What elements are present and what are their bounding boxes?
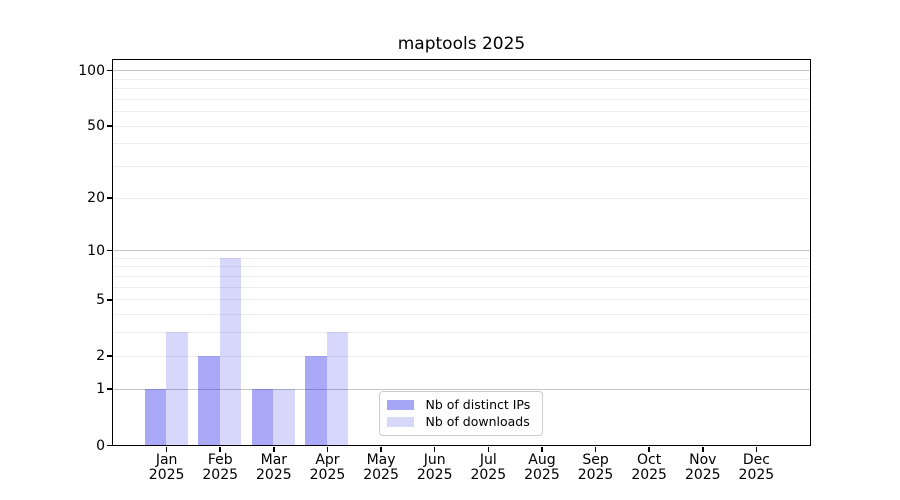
x-tick-mark-may — [380, 447, 382, 452]
bar-downloads-mar — [273, 388, 295, 445]
x-tick-label-jun: Jun 2025 — [416, 451, 453, 483]
x-tick-label-dec: Dec 2025 — [738, 451, 775, 483]
gridline-minor-20 — [112, 197, 810, 199]
x-tick-label-apr: Apr 2025 — [309, 451, 346, 483]
y-tick-mark-50 — [106, 125, 113, 127]
x-tick-label-nov: Nov 2025 — [684, 451, 721, 483]
legend-item-nb-of-distinct-ips: Nb of distinct IPs — [380, 397, 542, 414]
bar-distinct-ips-jan — [144, 388, 167, 445]
x-tick-mark-jan — [165, 447, 168, 452]
x-tick-mark-feb — [219, 447, 221, 452]
gridline-minor-2 — [112, 355, 810, 357]
y-tick-label-2: 2 — [96, 348, 105, 365]
legend-label-nb-of-distinct-ips: Nb of distinct IPs — [425, 397, 531, 412]
gridline-minor-40 — [112, 143, 810, 145]
plot-area: Nb of distinct IPs Nb of downloads — [111, 58, 811, 446]
y-tick-label-20: 20 — [87, 190, 105, 207]
y-tick-label-0: 0 — [96, 437, 105, 454]
x-tick-mark-jul — [487, 447, 490, 452]
x-tick-mark-oct — [648, 447, 650, 452]
legend: Nb of distinct IPs Nb of downloads — [378, 390, 543, 436]
gridline-minor-3 — [112, 332, 810, 334]
y-tick-label-10: 10 — [87, 242, 105, 259]
x-tick-mark-jun — [433, 447, 436, 452]
y-tick-mark-1 — [106, 388, 113, 390]
gridline-minor-6 — [112, 286, 810, 288]
gridline-major-1 — [112, 388, 810, 390]
x-tick-label-sep: Sep 2025 — [577, 451, 614, 483]
x-tick-mark-apr — [326, 447, 329, 452]
gridline-minor-70 — [112, 98, 810, 100]
gridline-minor-30 — [112, 166, 810, 167]
x-tick-mark-aug — [541, 447, 543, 452]
y-tick-label-100: 100 — [78, 62, 105, 79]
x-tick-label-mar: Mar 2025 — [256, 451, 292, 483]
bar-distinct-ips-apr — [305, 355, 327, 445]
bar-downloads-jan — [166, 332, 188, 445]
y-tick-label-5: 5 — [96, 291, 105, 308]
y-tick-mark-5 — [106, 299, 113, 301]
gridline-minor-60 — [112, 111, 810, 112]
x-tick-mark-nov — [702, 447, 704, 452]
chart-title: maptools 2025 — [397, 34, 526, 54]
legend-swatch-nb-of-distinct-ips — [386, 400, 414, 410]
gridline-minor-90 — [112, 78, 810, 80]
x-tick-label-jan: Jan 2025 — [148, 451, 185, 483]
bar-distinct-ips-mar — [251, 388, 274, 445]
bar-downloads-feb — [219, 257, 242, 445]
gridline-minor-5 — [112, 299, 810, 301]
gridline-minor-9 — [112, 257, 810, 259]
y-tick-label-1: 1 — [96, 381, 105, 398]
gridline-major-10 — [112, 250, 810, 252]
gridline-minor-4 — [112, 314, 810, 316]
legend-item-nb-of-downloads: Nb of downloads — [380, 414, 542, 431]
gridline-minor-80 — [112, 87, 810, 89]
x-tick-label-may: May 2025 — [363, 451, 399, 483]
y-tick-mark-10 — [106, 249, 113, 252]
bar-distinct-ips-feb — [198, 355, 220, 445]
legend-swatch-nb-of-downloads — [386, 417, 414, 427]
gridline-minor-50 — [112, 125, 810, 127]
legend-label-nb-of-downloads: Nb of downloads — [425, 414, 530, 429]
x-tick-mark-dec — [755, 447, 758, 452]
y-tick-mark-2 — [106, 355, 113, 357]
gridline-major-100 — [112, 70, 810, 72]
gridline-minor-8 — [112, 266, 810, 268]
bar-downloads-apr — [326, 332, 349, 445]
y-tick-mark-20 — [106, 197, 113, 199]
y-tick-mark-100 — [106, 69, 113, 72]
x-tick-label-aug: Aug 2025 — [524, 451, 560, 483]
y-tick-mark-0 — [106, 444, 113, 447]
x-tick-mark-sep — [594, 447, 597, 452]
y-tick-label-50: 50 — [87, 118, 105, 135]
x-tick-label-oct: Oct 2025 — [631, 451, 667, 483]
x-tick-mark-mar — [273, 447, 275, 452]
x-tick-label-jul: Jul 2025 — [470, 451, 507, 483]
gridline-minor-7 — [112, 276, 810, 278]
x-tick-label-feb: Feb 2025 — [202, 451, 239, 483]
